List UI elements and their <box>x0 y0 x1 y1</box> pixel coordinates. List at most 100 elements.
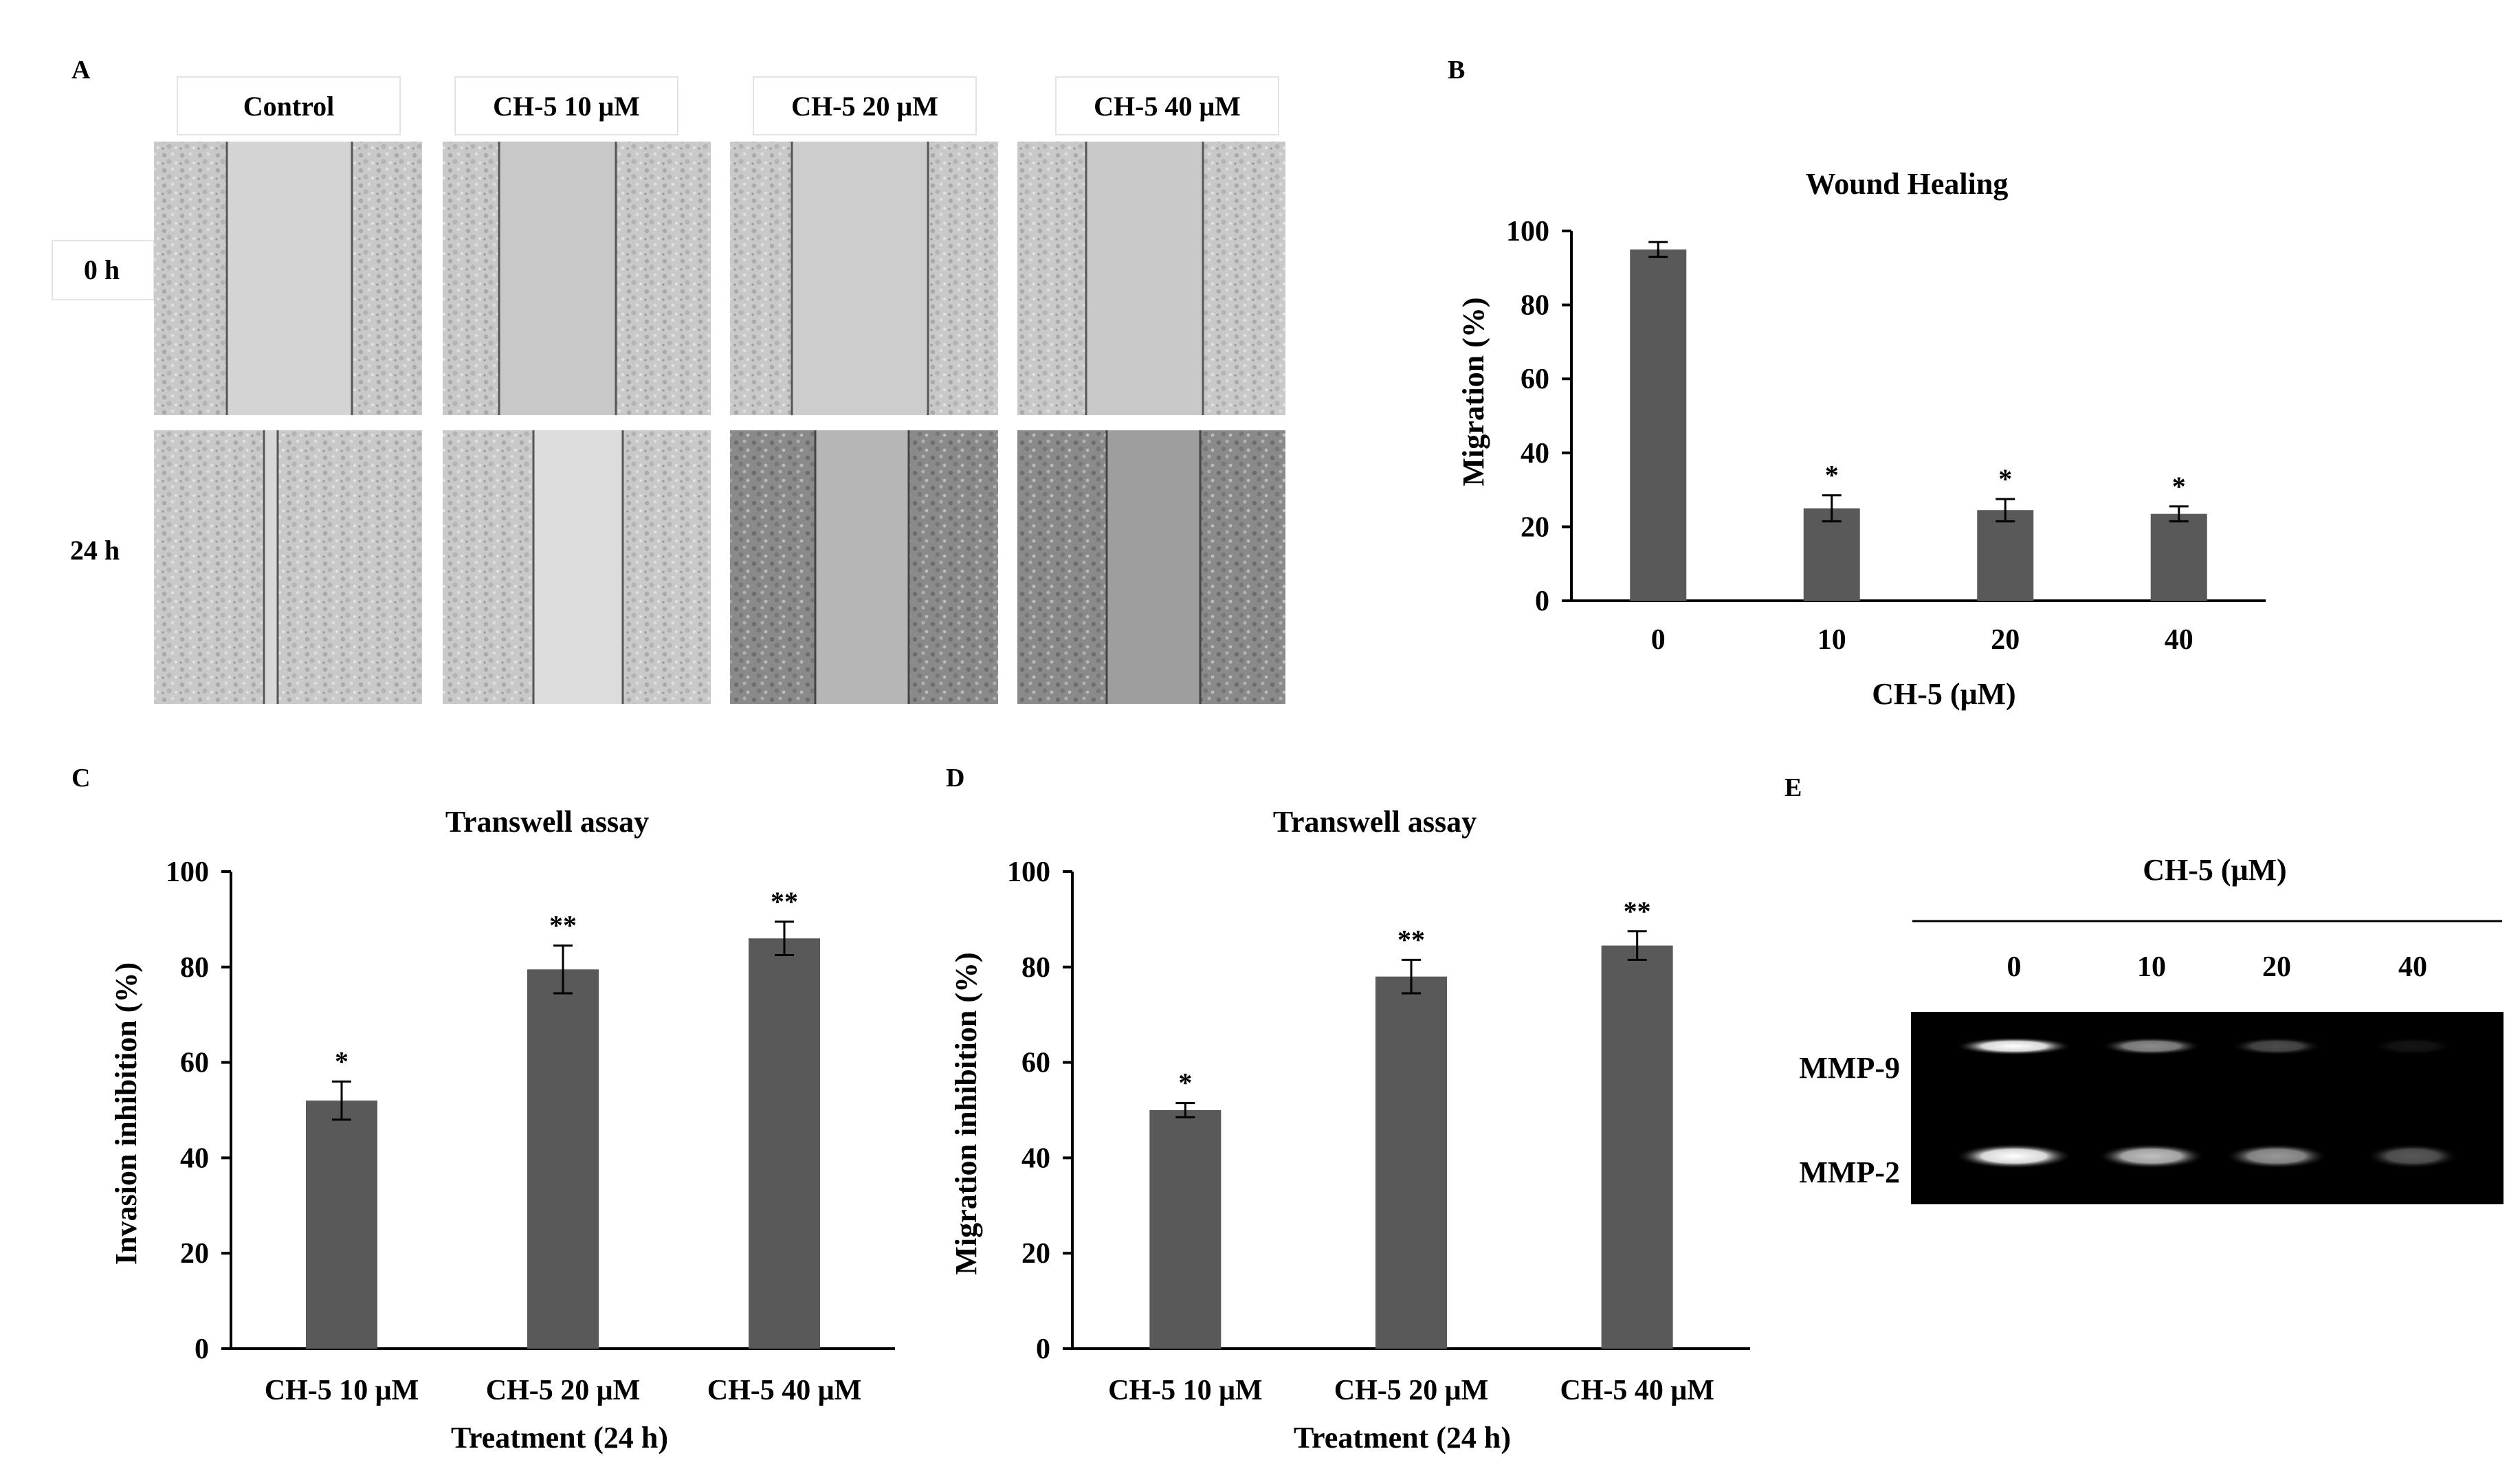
chart-d-migration: D Transwell assay Treatment (24 h) Migra… <box>946 764 1750 1455</box>
micrograph-control-0h <box>154 142 422 415</box>
y-tick-label: 20 <box>1021 1238 1050 1270</box>
y-tick-label: 0 <box>1036 1334 1050 1365</box>
row-label-0h: 0 h <box>84 254 120 285</box>
column-label-box <box>454 76 678 135</box>
y-tick-label: 40 <box>180 1142 209 1174</box>
bar <box>1630 249 1687 601</box>
bar <box>2150 513 2207 601</box>
significance-mark: * <box>1178 1068 1192 1098</box>
y-tick-label: 80 <box>1021 952 1050 984</box>
column-label-20uM: CH-5 20 μM <box>791 91 938 122</box>
y-tick-label: 100 <box>1007 856 1050 888</box>
bar <box>1149 1110 1222 1349</box>
panel-b-letter: B <box>1448 56 1465 85</box>
category-label: CH-5 20 μM <box>1334 1375 1488 1406</box>
category-label: CH-5 20 μM <box>486 1375 640 1406</box>
micrograph-40uM-0h <box>1017 142 1285 415</box>
significance-mark: ** <box>771 886 798 917</box>
chart-b-title: Wound Healing <box>1806 167 2009 201</box>
significance-mark: ** <box>549 910 577 941</box>
error-bar <box>1996 498 2015 522</box>
gel-bands <box>1956 1037 2460 1169</box>
band-label-mmp9: MMP-9 <box>1799 1051 1900 1085</box>
column-label-10uM: CH-5 10 μM <box>493 91 640 122</box>
significance-mark: ** <box>1397 924 1425 955</box>
mmp9-band <box>2101 1037 2202 1055</box>
micrograph-control-24h <box>154 430 422 704</box>
category-label: 0 <box>1651 624 1666 656</box>
category-label: 40 <box>2165 624 2193 656</box>
panel-a-letter: A <box>71 56 91 85</box>
panel-d-letter: D <box>946 764 964 793</box>
chart-d-title: Transwell assay <box>1273 805 1477 839</box>
column-label-box <box>753 76 977 135</box>
significance-mark: * <box>335 1046 349 1076</box>
category-label: CH-5 40 μM <box>1560 1375 1714 1406</box>
y-tick-label: 20 <box>180 1238 209 1270</box>
lane-label-10: 10 <box>2137 951 2166 983</box>
mmp9-band <box>2230 1037 2323 1055</box>
bar <box>1977 510 2034 601</box>
error-bar <box>1648 241 1668 258</box>
significance-mark: * <box>1998 463 2012 494</box>
y-tick-label: 60 <box>1521 364 1549 395</box>
chart-c-plot: 0 20 40 60 80 100 * CH-5 10 μM ** CH-5 20 μM ** CH-… <box>166 856 895 1406</box>
mmp2-band <box>2097 1144 2206 1169</box>
lane-label-0: 0 <box>2007 951 2022 983</box>
y-tick-label: 0 <box>195 1334 209 1365</box>
bar <box>527 969 599 1349</box>
y-tick-label: 80 <box>180 952 209 984</box>
significance-mark: * <box>1825 460 1839 491</box>
error-bar <box>2169 505 2189 522</box>
panel-e-title: CH-5 (μM) <box>2143 853 2286 887</box>
category-label: CH-5 40 μM <box>707 1375 861 1406</box>
y-tick-label: 20 <box>1521 511 1549 543</box>
micrograph-40uM-24h <box>1017 430 1285 704</box>
chart-b-ylabel: Migration (%) <box>1457 298 1490 487</box>
bar <box>306 1101 377 1349</box>
chart-d-xlabel: Treatment (24 h) <box>1294 1421 1511 1455</box>
column-label-40uM: CH-5 40 μM <box>1094 91 1241 122</box>
lane-label-20: 20 <box>2262 951 2291 983</box>
category-label: 10 <box>1817 624 1846 656</box>
panel-c-letter: C <box>71 764 90 793</box>
chart-c-title: Transwell assay <box>445 805 649 839</box>
panel-e-zymography: E CH-5 (μM) 0 10 20 40 MMP-9 MMP-2 <box>1784 773 2504 1204</box>
column-label-box <box>177 76 401 135</box>
chart-d-ylabel: Migration inhibition (%) <box>949 952 983 1274</box>
category-label: 20 <box>1991 624 2020 656</box>
chart-c-xlabel: Treatment (24 h) <box>451 1421 668 1455</box>
bar <box>1803 508 1860 601</box>
bar <box>1601 945 1673 1349</box>
lane-label-40: 40 <box>2398 951 2427 983</box>
error-bar <box>1402 958 1421 995</box>
category-label: CH-5 10 μM <box>265 1375 419 1406</box>
y-tick-label: 40 <box>1521 438 1549 469</box>
chart-b-xlabel: CH-5 (μM) <box>1872 677 2015 711</box>
mmp2-band <box>1956 1144 2073 1169</box>
column-label-control: Control <box>243 91 335 122</box>
significance-mark: ** <box>1624 896 1651 927</box>
micrograph-20uM-0h <box>730 142 998 415</box>
mmp2-band <box>2225 1144 2328 1169</box>
micrograph-10uM-24h <box>443 430 711 704</box>
error-bar <box>1175 1102 1195 1118</box>
mmp9-band <box>2370 1037 2455 1055</box>
y-tick-label: 100 <box>1506 216 1549 247</box>
chart-c-invasion: C Transwell assay Treatment (24 h) Invas… <box>71 764 895 1455</box>
chart-b-wound-healing: B Wound Healing CH-5 (μM) Migration (%) … <box>1448 56 2266 711</box>
error-bar <box>553 944 573 995</box>
error-bar <box>332 1080 351 1121</box>
micrograph-20uM-24h <box>730 430 998 704</box>
error-bar <box>1627 930 1647 961</box>
bar <box>1375 976 1447 1349</box>
panel-e-letter: E <box>1784 773 1802 802</box>
chart-d-plot: 0 20 40 60 80 100 * CH-5 10 μM ** CH-5 20 μM ** CH-… <box>1007 856 1750 1406</box>
y-tick-label: 60 <box>180 1048 209 1079</box>
micrograph-10uM-0h <box>443 142 711 415</box>
y-tick-label: 0 <box>1535 586 1549 617</box>
column-label-box <box>1055 76 1279 135</box>
y-tick-label: 60 <box>1021 1048 1050 1079</box>
panel-a: A Control CH-5 10 μM CH-5 20 μM CH-5 40 … <box>52 56 1285 704</box>
